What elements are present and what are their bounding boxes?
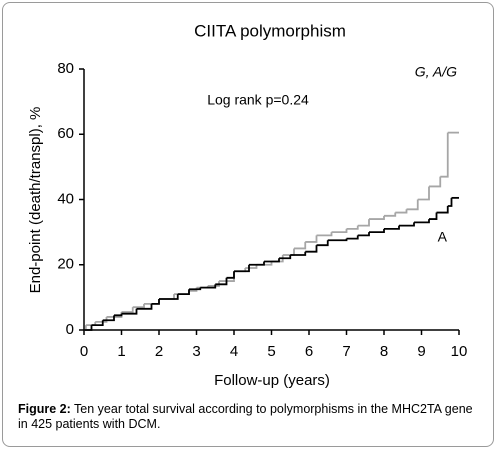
- x-tick-label: 2: [155, 343, 163, 360]
- y-tick-label: 80: [57, 60, 74, 77]
- step-segment: [384, 212, 397, 217]
- step-segment: [84, 325, 93, 331]
- step-segment: [249, 261, 265, 266]
- step-segment: [279, 254, 292, 260]
- step-segment: [114, 313, 123, 317]
- step-segment: [121, 307, 134, 313]
- step-segment: [414, 219, 430, 224]
- step-segment: [91, 320, 104, 327]
- step-segment: [429, 212, 438, 220]
- y-tick-label: 0: [66, 321, 74, 338]
- caption-label: Figure 2:: [18, 402, 71, 416]
- x-tick-label: 10: [451, 343, 468, 360]
- x-axis-label: Follow-up (years): [214, 372, 330, 389]
- step-segment: [132, 303, 145, 309]
- step-segment: [399, 222, 415, 227]
- step-segment: [282, 248, 295, 256]
- step-segment: [290, 251, 307, 256]
- x-tick-label: 9: [417, 343, 425, 360]
- step-segment: [369, 215, 385, 220]
- step-segment: [384, 225, 400, 230]
- step-segment: [102, 315, 115, 322]
- step-segment: [440, 132, 449, 178]
- step-segment: [357, 232, 370, 237]
- step-segment: [234, 264, 250, 273]
- step-segment: [95, 316, 108, 323]
- step-segment: [447, 197, 453, 207]
- x-tick-label: 6: [305, 343, 313, 360]
- x-tick-label: 8: [380, 343, 388, 360]
- y-tick-label: 20: [57, 256, 74, 273]
- step-segment: [327, 238, 348, 242]
- step-segment: [200, 284, 217, 289]
- step-segment: [264, 258, 280, 263]
- step-segment: [406, 199, 419, 211]
- x-tick-label: 0: [80, 343, 88, 360]
- step-segment: [316, 240, 329, 247]
- x-tick-label: 1: [117, 343, 125, 360]
- step-segment: [346, 235, 359, 240]
- step-segment: [429, 176, 442, 188]
- caption-text: Ten year total survival according to pol…: [18, 402, 473, 431]
- step-segment: [316, 232, 333, 237]
- step-segment: [436, 206, 449, 214]
- step-segment: [346, 225, 359, 230]
- chart-title: CIITA polymorphism: [194, 21, 346, 40]
- series-label: G, A/G: [415, 63, 457, 79]
- step-segment: [177, 289, 190, 296]
- step-segment: [305, 245, 318, 253]
- step-segment: [395, 209, 408, 214]
- y-tick-label: 60: [57, 125, 74, 142]
- y-tick-label: 40: [57, 190, 74, 207]
- x-tick-label: 7: [342, 343, 350, 360]
- step-segment: [121, 308, 138, 315]
- x-tick-label: 5: [267, 343, 275, 360]
- step-segment: [136, 303, 153, 310]
- step-segment: [226, 271, 235, 279]
- step-segment: [151, 299, 160, 305]
- series-label: A: [438, 229, 448, 245]
- annotation: Log rank p=0.24: [207, 92, 309, 108]
- caption: Figure 2: Ten year total survival accord…: [18, 402, 483, 432]
- x-tick-label: 3: [192, 343, 200, 360]
- step-segment: [207, 281, 220, 287]
- step-segment: [369, 228, 385, 234]
- step-segment: [417, 186, 430, 201]
- y-axis-label: End-point (death/transpl), %: [27, 107, 44, 294]
- step-segment: [331, 228, 348, 234]
- chart: CIITA polymorphism Log rank p=0.24 Follo…: [27, 21, 468, 389]
- step-segment: [294, 241, 307, 250]
- step-segment: [305, 235, 318, 243]
- step-segment: [215, 277, 228, 286]
- x-tick-label: 4: [230, 343, 238, 360]
- step-segment: [357, 219, 370, 227]
- step-segment: [159, 294, 179, 300]
